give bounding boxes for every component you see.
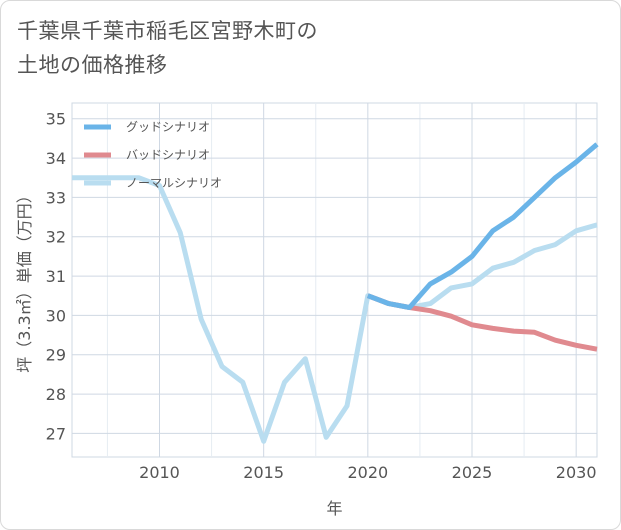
grid <box>71 102 598 458</box>
x-tick-label: 2010 <box>139 463 180 482</box>
y-tick-label: 35 <box>46 110 66 129</box>
y-tick-label: 29 <box>46 346 66 365</box>
x-tick-label: 2030 <box>556 463 597 482</box>
chart-title-line1: 千葉県千葉市稲毛区宮野木町の <box>17 19 318 43</box>
axis-ticks: 2010 2015 2020 2025 2030 27 28 29 30 31 32 33 34 35 <box>46 110 597 482</box>
series-line-0 <box>366 142 599 310</box>
y-tick-label: 30 <box>46 306 66 325</box>
chart-title: 千葉県千葉市稲毛区宮野木町の 土地の価格推移 <box>17 14 318 82</box>
y-tick-label: 28 <box>46 385 66 404</box>
y-tick-label: 32 <box>46 228 66 247</box>
y-tick-label: 34 <box>46 149 66 168</box>
y-tick-label: 27 <box>46 424 66 443</box>
legend-label: バッドシナリオ <box>126 148 210 162</box>
y-tick-label: 33 <box>46 188 66 207</box>
series-lines <box>72 142 599 444</box>
x-tick-label: 2020 <box>347 463 388 482</box>
y-tick-label: 31 <box>46 267 66 286</box>
plot-area <box>71 102 598 458</box>
chart-title-line2: 土地の価格推移 <box>17 53 168 77</box>
x-tick-label: 2025 <box>452 463 493 482</box>
legend-label: グッドシナリオ <box>126 120 210 134</box>
x-axis-label: 年 <box>326 499 342 518</box>
series-line-2 <box>72 175 598 444</box>
y-axis-label: 坪（3.3㎡）単価（万円） <box>15 187 34 372</box>
x-tick-label: 2015 <box>243 463 284 482</box>
legend-label: ノーマルシナリオ <box>126 176 222 190</box>
